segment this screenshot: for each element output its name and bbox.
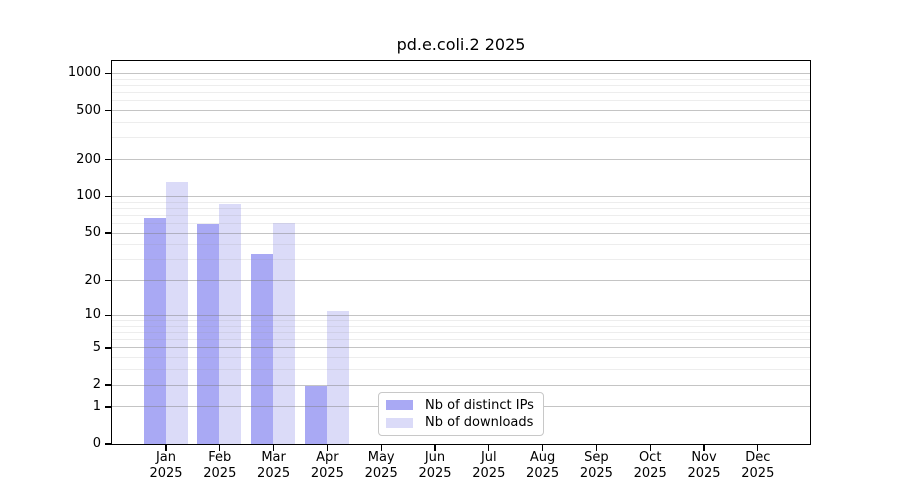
y-tick-label: 1000 <box>67 65 101 81</box>
x-axis-tick <box>595 445 598 451</box>
y-axis-tick <box>105 72 111 75</box>
y-tick-label: 10 <box>84 307 101 323</box>
bar-downloads <box>273 223 296 444</box>
y-tick-label: 50 <box>84 225 101 241</box>
grid-line-minor <box>112 137 810 139</box>
grid-line-major <box>112 232 810 234</box>
x-tick-label: Aug 2025 <box>526 450 560 481</box>
x-tick-label: Sep 2025 <box>579 450 613 481</box>
y-tick-label: 100 <box>76 188 101 204</box>
grid-line-major <box>112 72 810 74</box>
x-axis-tick <box>757 445 759 451</box>
legend-swatch-downloads <box>386 417 413 428</box>
x-tick-label: Jul 2025 <box>472 450 506 481</box>
chart-title: pd.e.coli.2 2025 <box>396 35 526 54</box>
y-axis-tick <box>105 406 111 408</box>
x-tick-label: Feb 2025 <box>203 450 237 481</box>
y-tick-label: 200 <box>76 151 101 167</box>
y-axis-tick <box>105 314 111 317</box>
legend-item-downloads: Nb of downloads <box>386 415 543 430</box>
x-axis-tick <box>434 445 436 451</box>
x-axis-tick <box>703 445 705 451</box>
x-axis-tick <box>541 445 544 451</box>
x-axis-tick <box>165 445 167 451</box>
grid-line-minor <box>112 325 810 327</box>
grid-line-minor <box>112 259 810 261</box>
grid-line-minor <box>112 331 810 333</box>
x-axis-tick <box>649 445 651 451</box>
x-tick-label: Mar 2025 <box>257 450 291 481</box>
x-axis-tick <box>380 445 382 451</box>
y-axis-tick <box>105 347 111 349</box>
y-tick-label: 2 <box>92 377 101 393</box>
grid-line-minor <box>112 339 810 341</box>
grid-line-minor <box>112 214 810 216</box>
y-axis-tick <box>105 109 111 112</box>
legend-label-distinct-ips: Nb of distinct IPs <box>425 397 534 413</box>
y-tick-label: 1 <box>92 398 101 414</box>
plot-area <box>111 60 811 445</box>
bar-distinct-ips <box>304 385 327 444</box>
y-axis-tick <box>105 232 111 234</box>
y-tick-label: 20 <box>84 272 101 288</box>
bar-downloads <box>165 182 188 444</box>
bar-distinct-ips <box>143 218 166 444</box>
x-tick-label: Nov 2025 <box>687 450 721 481</box>
y-tick-label: 0 <box>92 436 101 451</box>
y-tick-label: 5 <box>92 339 101 355</box>
grid-line-major <box>112 347 810 349</box>
x-tick-label: Apr 2025 <box>310 450 344 481</box>
grid-line-minor <box>112 369 810 371</box>
grid-line-minor <box>112 84 810 86</box>
grid-line-minor <box>112 357 810 359</box>
grid-line-minor <box>112 100 810 102</box>
x-tick-label: Jan 2025 <box>149 450 183 481</box>
grid-line-major <box>112 159 810 161</box>
grid-line-minor <box>112 78 810 80</box>
grid-line-major <box>112 195 810 197</box>
legend-label-downloads: Nb of downloads <box>425 415 534 431</box>
grid-line-minor <box>112 122 810 123</box>
grid-line-major <box>112 314 810 316</box>
grid-line-minor <box>112 201 810 203</box>
y-axis-tick <box>105 158 111 161</box>
y-tick-label: 500 <box>76 102 101 118</box>
x-tick-label: May 2025 <box>364 450 398 481</box>
y-axis-tick <box>105 195 111 198</box>
bars-layer <box>112 61 810 444</box>
x-axis-tick <box>272 445 275 451</box>
grid-line-minor <box>112 320 810 321</box>
grid-line-minor <box>112 223 810 224</box>
legend-item-distinct-ips: Nb of distinct IPs <box>386 398 543 413</box>
y-axis-tick <box>105 280 111 282</box>
x-axis-tick <box>326 445 329 451</box>
grid-line-major <box>112 384 810 386</box>
legend: Nb of distinct IPs Nb of downloads <box>378 392 544 436</box>
grid-line-minor <box>112 244 810 246</box>
x-tick-label: Dec 2025 <box>741 450 775 481</box>
bar-distinct-ips <box>251 253 274 444</box>
x-axis-tick <box>219 445 221 451</box>
grid-line-major <box>112 110 810 112</box>
grid-layer <box>112 61 810 444</box>
y-axis-tick <box>105 443 111 445</box>
y-axis-tick <box>105 384 111 386</box>
bar-distinct-ips <box>197 224 220 444</box>
x-tick-label: Oct 2025 <box>633 450 667 481</box>
bar-downloads <box>326 311 349 444</box>
legend-swatch-distinct-ips <box>386 400 413 411</box>
x-tick-label: Jun 2025 <box>418 450 452 481</box>
x-axis-tick <box>488 445 490 451</box>
grid-line-minor <box>112 207 810 209</box>
bar-downloads <box>219 204 242 444</box>
grid-line-minor <box>112 92 810 94</box>
grid-line-major <box>112 280 810 282</box>
